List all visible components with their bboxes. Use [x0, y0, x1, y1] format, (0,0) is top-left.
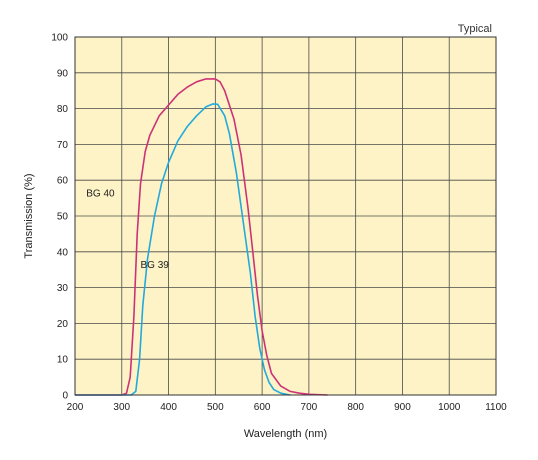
x-tick-label: 700 [301, 402, 318, 413]
y-tick-label: 70 [57, 140, 69, 151]
x-tick-label: 900 [394, 402, 411, 413]
x-axis-title: Wavelength (nm) [244, 428, 327, 440]
x-tick-label: 600 [254, 402, 271, 413]
typical-note: Typical [458, 23, 492, 35]
y-tick-label: 10 [57, 355, 69, 366]
series-line-bg39 [75, 103, 291, 396]
y-tick-label: 20 [57, 319, 69, 330]
x-tick-label: 400 [160, 402, 177, 413]
y-tick-label: 0 [62, 391, 68, 402]
series-label-bg39: BG 39 [140, 260, 169, 271]
y-tick-label: 90 [57, 68, 69, 79]
y-tick-label: 40 [57, 247, 69, 258]
x-tick-label: 1100 [485, 402, 507, 413]
y-tick-label: 100 [51, 33, 68, 44]
x-tick-label: 300 [113, 402, 130, 413]
y-axis-title: Transmission (%) [23, 173, 35, 258]
series-line-bg40 [75, 78, 328, 396]
plot-frame [74, 36, 497, 396]
x-tick-label: 800 [347, 402, 364, 413]
series-label-bg40: BG 40 [86, 188, 115, 199]
x-tick-label: 500 [207, 402, 224, 413]
x-tick-label: 200 [67, 402, 84, 413]
y-tick-label: 30 [57, 283, 69, 294]
x-tick-label: 1000 [438, 402, 461, 413]
y-tick-label: 80 [57, 104, 69, 115]
y-tick-label: 50 [57, 212, 69, 223]
y-tick-label: 60 [57, 176, 69, 187]
